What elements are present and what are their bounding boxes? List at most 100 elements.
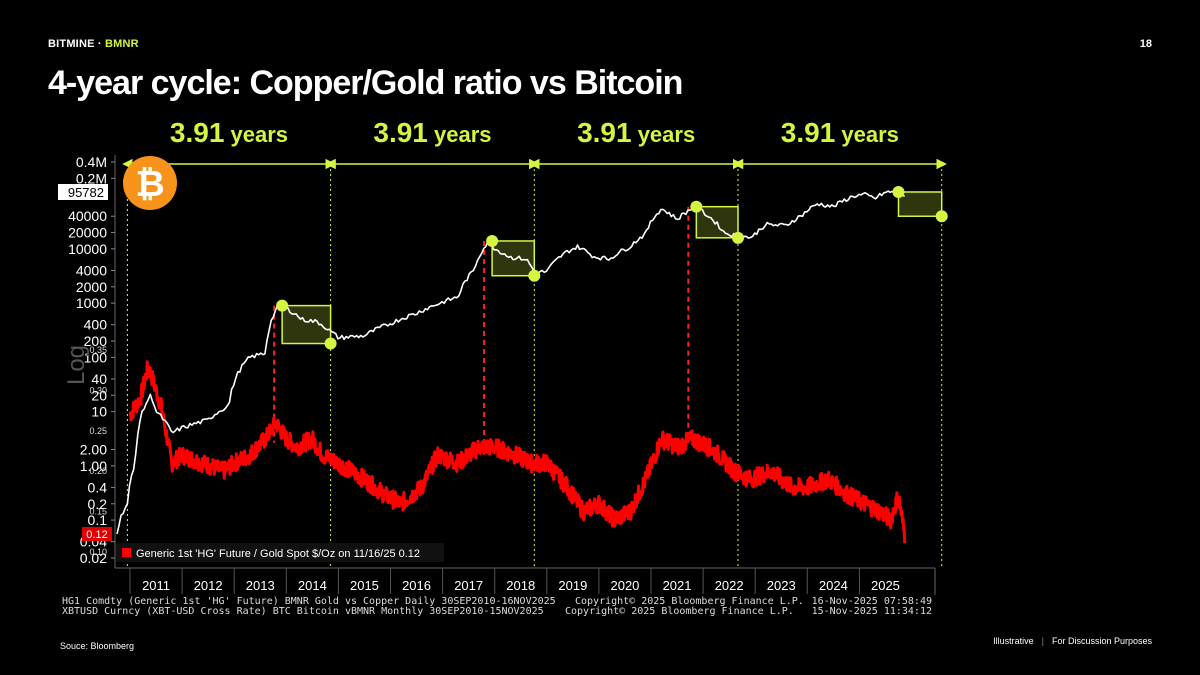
btc-tick-label: 1.00 bbox=[80, 458, 107, 474]
disclaimer: Illustrative | For Discussion Purposes bbox=[993, 636, 1152, 646]
ratio-tick-label: 0.25 bbox=[89, 426, 107, 436]
brand-ticker: BMNR bbox=[105, 38, 139, 50]
axis-log-label: Log bbox=[63, 345, 90, 385]
year-label: 2018 bbox=[506, 578, 535, 593]
year-label: 2011 bbox=[142, 578, 170, 593]
btc-tick-label: 40000 bbox=[68, 208, 107, 224]
disclaimer-discussion: For Discussion Purposes bbox=[1051, 636, 1152, 646]
page-number: 18 bbox=[1139, 38, 1152, 50]
btc-tick-label: 1000 bbox=[76, 295, 107, 311]
btc-last-value-text: 95782 bbox=[68, 185, 104, 200]
ratio-last-value-tag bbox=[82, 527, 112, 541]
footnote-1-left: HG1 Comdty (Generic 1st 'HG' Future) BMN… bbox=[62, 596, 556, 607]
year-label: 2020 bbox=[610, 578, 639, 593]
peak-dot bbox=[486, 234, 499, 247]
btc-tick-label: 2000 bbox=[76, 279, 107, 295]
btc-tick-label: 20 bbox=[91, 387, 107, 403]
peak-dot bbox=[892, 185, 905, 198]
year-label: 2024 bbox=[819, 578, 848, 593]
year-label: 2015 bbox=[350, 578, 379, 593]
btc-tick-label: 0.02 bbox=[80, 550, 107, 566]
trough-dot bbox=[935, 210, 948, 223]
cycle-label: 3.91 years bbox=[577, 117, 695, 148]
drawdown-boxes bbox=[273, 191, 943, 443]
svg-text:₿: ₿ bbox=[135, 163, 164, 204]
btc-tick-label: 200 bbox=[84, 333, 108, 349]
btc-tick-label: 2.00 bbox=[80, 442, 107, 458]
footnote-1-mid: Copyright© 2025 Bloomberg Finance L.P. bbox=[575, 596, 804, 607]
brand-label: BITMINE · BMNR bbox=[48, 38, 139, 50]
btc-tick-label: 400 bbox=[84, 317, 108, 333]
cycle-label: 3.91 years bbox=[170, 117, 288, 148]
year-label: 2022 bbox=[715, 578, 744, 593]
btc-tick-label: 0.2M bbox=[76, 170, 107, 186]
legend-swatch bbox=[122, 548, 131, 557]
cycle-label-unit: years bbox=[632, 122, 696, 147]
year-label: 2017 bbox=[454, 578, 483, 593]
cycle-label-number: 3.91 bbox=[781, 117, 836, 148]
cycle-label: 3.91 years bbox=[781, 117, 899, 148]
ratio-tick-label: 0.20 bbox=[89, 466, 107, 476]
drawdown-box bbox=[491, 240, 536, 277]
cycle-label-number: 3.91 bbox=[577, 117, 632, 148]
ratio-last-value-text: 0.12 bbox=[86, 529, 107, 541]
ratio-tick-label: 0.10 bbox=[89, 547, 107, 557]
ratio-tick-label: 0.15 bbox=[89, 507, 107, 517]
bitcoin-logo-icon: ₿ bbox=[123, 156, 177, 210]
btc-tick-label: 40 bbox=[91, 371, 107, 387]
year-label: 2014 bbox=[298, 578, 327, 593]
legend: Generic 1st 'HG' Future / Gold Spot $/Oz… bbox=[116, 543, 444, 562]
cycle-label-number: 3.91 bbox=[373, 117, 428, 148]
brand-separator: · bbox=[94, 38, 106, 50]
legend-box bbox=[116, 543, 444, 562]
cycle-arrows: 3.91 years 3.91 years 3.91 years 3.91 years bbox=[122, 117, 947, 568]
btc-tick-label: 0.4M bbox=[76, 154, 107, 170]
disclaimer-illustrative: Illustrative bbox=[993, 636, 1034, 646]
axes: 0.4M0.2M40000200001000040002000100040020… bbox=[58, 154, 936, 595]
copper-gold-ratio-line bbox=[128, 360, 907, 544]
peak-dot bbox=[276, 299, 289, 312]
cycle-label-unit: years bbox=[428, 122, 492, 147]
year-label: 2019 bbox=[558, 578, 587, 593]
cycle-label-unit: years bbox=[835, 122, 899, 147]
btc-tick-label: 100 bbox=[84, 349, 108, 365]
bloomberg-footnotes: HG1 Comdty (Generic 1st 'HG' Future) BMN… bbox=[62, 596, 932, 617]
footnote-2-right: 15-Nov-2025 11:34:12 bbox=[812, 606, 932, 617]
year-label: 2012 bbox=[194, 578, 223, 593]
year-label: 2016 bbox=[402, 578, 431, 593]
drawdown-box bbox=[897, 191, 943, 217]
source-note: Souce: Bloomberg bbox=[60, 641, 135, 651]
btc-last-value-tag bbox=[58, 184, 108, 200]
btc-tick-label: 4000 bbox=[76, 262, 107, 278]
footnote-2-left: XBTUSD Curncy (XBT-USD Cross Rate) BTC B… bbox=[62, 606, 544, 617]
ratio-tick-label: 0.35 bbox=[89, 345, 107, 355]
footnote-1-right: 16-Nov-2025 07:58:49 bbox=[812, 596, 932, 607]
year-label: 2013 bbox=[246, 578, 275, 593]
legend-text: Generic 1st 'HG' Future / Gold Spot $/Oz… bbox=[136, 548, 420, 560]
btc-tick-label: 0.2 bbox=[88, 496, 108, 512]
bitcoin-price-line bbox=[116, 189, 905, 535]
cycle-markers bbox=[276, 185, 948, 350]
footnote-2-mid: Copyright© 2025 Bloomberg Finance L.P. bbox=[565, 606, 794, 617]
btc-tick-label: 10000 bbox=[68, 241, 107, 257]
disclaimer-separator: | bbox=[1041, 636, 1044, 646]
btc-tick-label: 0.1 bbox=[88, 512, 108, 528]
year-label: 2023 bbox=[767, 578, 796, 593]
btc-tick-label: 0.4 bbox=[88, 479, 108, 495]
brand-name: BITMINE bbox=[48, 38, 95, 50]
cycle-label-unit: years bbox=[224, 122, 288, 147]
trough-dot bbox=[732, 231, 745, 244]
trough-dot bbox=[324, 337, 337, 350]
trough-dot bbox=[528, 269, 541, 282]
page-title: 4-year cycle: Copper/Gold ratio vs Bitco… bbox=[48, 64, 683, 102]
peak-dot bbox=[690, 200, 703, 213]
btc-tick-label: 20000 bbox=[68, 225, 107, 241]
series-lines bbox=[116, 189, 907, 544]
year-label: 2025 bbox=[871, 578, 900, 593]
ratio-tick-label: 0.30 bbox=[89, 385, 107, 395]
cycle-label-number: 3.91 bbox=[170, 117, 225, 148]
year-label: 2021 bbox=[663, 578, 692, 593]
cycle-label: 3.91 years bbox=[373, 117, 491, 148]
btc-tick-label: 10 bbox=[91, 404, 107, 420]
